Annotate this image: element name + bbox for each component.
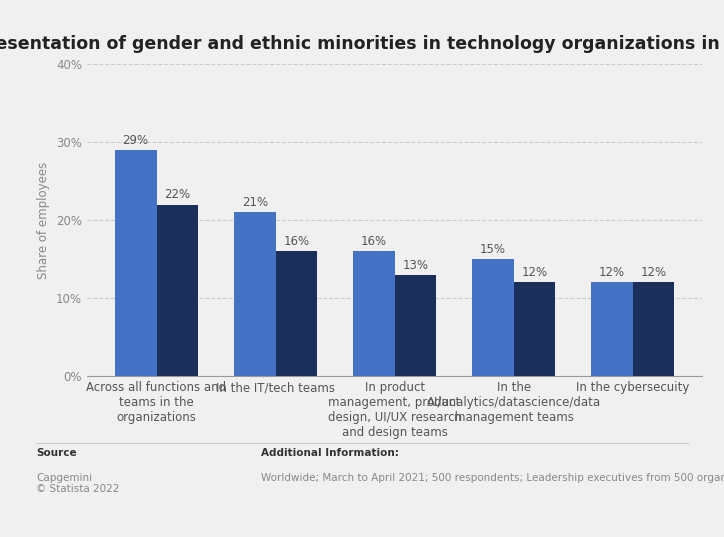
Text: 16%: 16% — [361, 235, 387, 248]
Text: Source: Source — [36, 448, 77, 459]
Text: 12%: 12% — [599, 266, 625, 279]
Bar — [276, 251, 317, 376]
Y-axis label: Share of employees: Share of employees — [38, 162, 51, 279]
Bar — [591, 282, 633, 376]
Text: Additional Information:: Additional Information: — [261, 448, 398, 459]
Text: Representation of gender and ethnic minorities in technology organizations in 20: Representation of gender and ethnic mino… — [0, 35, 724, 53]
Bar — [115, 150, 156, 376]
Bar — [472, 259, 513, 376]
Text: 15%: 15% — [480, 243, 506, 256]
Bar — [395, 275, 437, 376]
Text: 22%: 22% — [164, 188, 190, 201]
Bar — [234, 213, 276, 376]
Text: 16%: 16% — [283, 235, 309, 248]
Text: 13%: 13% — [403, 258, 429, 272]
Text: Capgemini
© Statista 2022: Capgemini © Statista 2022 — [36, 473, 119, 494]
Bar — [513, 282, 555, 376]
Bar — [353, 251, 395, 376]
Bar — [156, 205, 198, 376]
Text: 29%: 29% — [122, 134, 148, 147]
Text: Worldwide; March to April 2021; 500 respondents; Leadership executives from 500 : Worldwide; March to April 2021; 500 resp… — [261, 473, 724, 483]
Text: 12%: 12% — [641, 266, 667, 279]
Bar — [633, 282, 674, 376]
Text: 12%: 12% — [521, 266, 547, 279]
Text: 21%: 21% — [242, 196, 268, 209]
